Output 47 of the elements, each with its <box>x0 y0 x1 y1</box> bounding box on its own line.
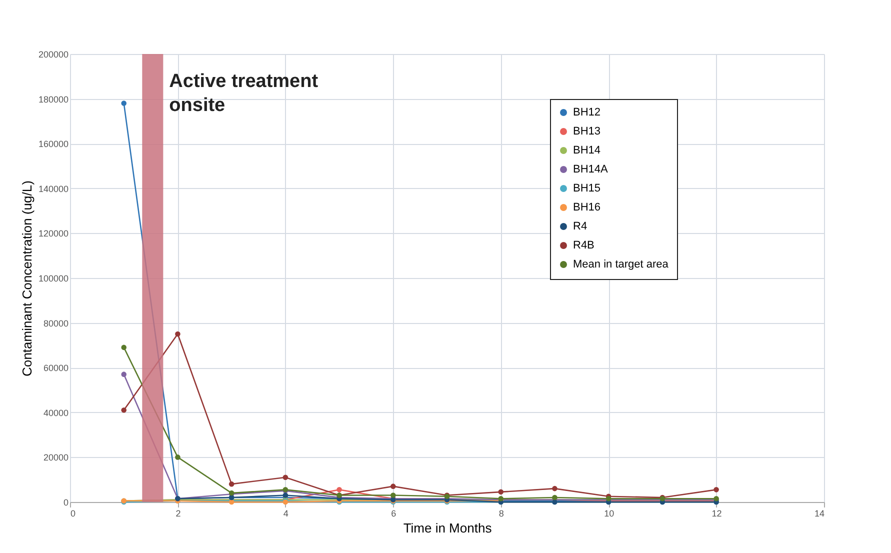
legend-label: BH16 <box>573 202 601 214</box>
point <box>121 372 127 377</box>
point <box>282 492 288 498</box>
y-tick-label: 100000 <box>38 274 68 284</box>
x-tick-label: 2 <box>176 508 181 518</box>
legend-label: R4 <box>573 220 588 232</box>
point <box>498 489 504 495</box>
legend-label: BH12 <box>573 106 601 118</box>
point <box>552 486 558 492</box>
legend-label: BH13 <box>573 126 601 138</box>
y-tick-label: 80000 <box>43 318 68 328</box>
y-tick-label: 60000 <box>43 363 68 374</box>
point <box>121 344 127 350</box>
x-tick-label: 12 <box>712 508 722 518</box>
band-label: Active treatment onsite <box>169 71 319 116</box>
y-tick-label: 160000 <box>38 139 68 150</box>
point <box>714 487 719 492</box>
point <box>552 494 558 500</box>
legend-label: BH14A <box>573 164 609 176</box>
y-tick-label: 120000 <box>38 228 68 239</box>
point <box>228 481 234 487</box>
x-tick-label: 8 <box>498 508 504 518</box>
x-tick-label: 4 <box>283 508 288 518</box>
x-tick-label: 6 <box>391 508 396 518</box>
y-tick-label: 40000 <box>43 408 68 418</box>
point <box>121 408 127 413</box>
legend-label: BH14 <box>573 144 601 156</box>
point <box>390 484 396 489</box>
point <box>390 492 396 498</box>
x-tick-label: 0 <box>70 508 76 518</box>
y-tick-label: 0 <box>63 498 68 508</box>
legend-label: R4B <box>573 240 594 252</box>
point <box>175 331 180 337</box>
y-tick-label: 20000 <box>43 452 68 463</box>
point <box>282 474 288 480</box>
y-axis-title: Contaminant Concentration (ug/L) <box>19 180 34 376</box>
legend-label: Mean in target area <box>573 258 670 270</box>
y-tick-label: 180000 <box>38 94 68 104</box>
x-axis-title: Time in Months <box>403 520 492 536</box>
point <box>336 487 342 492</box>
x-tick-label: 14 <box>814 508 824 518</box>
y-tick-label: 200000 <box>38 50 68 60</box>
y-tick-label: 140000 <box>38 184 68 194</box>
point <box>175 454 180 460</box>
x-tick-label: 10 <box>604 508 614 518</box>
point <box>121 100 127 106</box>
legend-label: BH15 <box>573 182 601 194</box>
